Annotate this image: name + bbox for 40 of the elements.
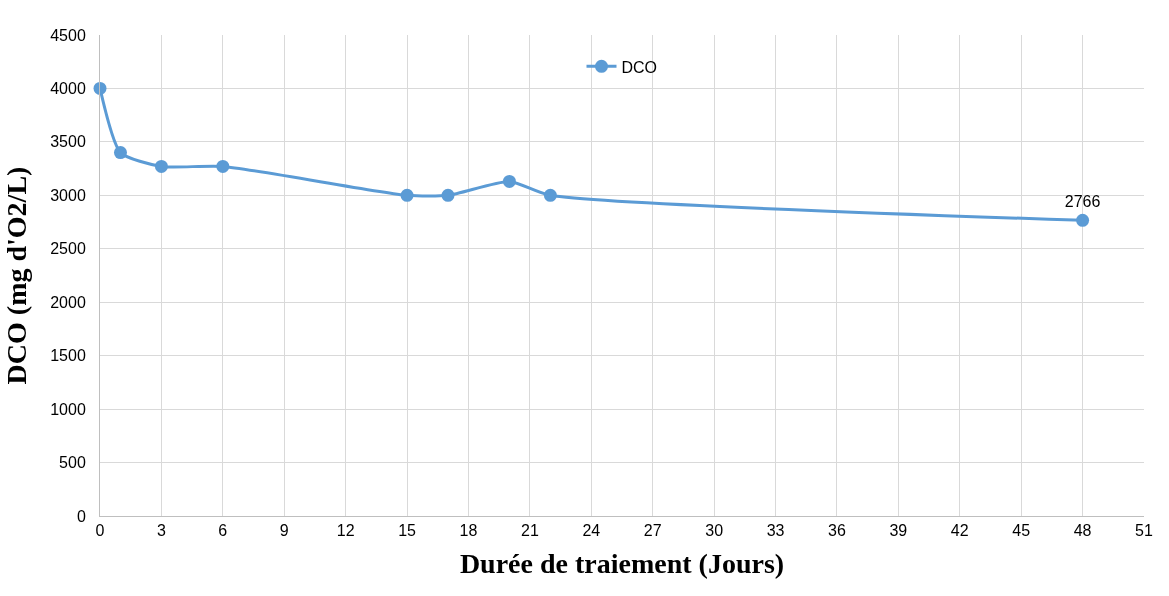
- y-tick-label: 3500: [50, 133, 86, 151]
- x-tick-label: 6: [218, 522, 228, 540]
- x-tick-label: 39: [889, 522, 908, 540]
- y-tick-label: 2000: [50, 293, 86, 311]
- point: [154, 159, 168, 173]
- x-tick-label: 21: [520, 522, 539, 540]
- point: [1076, 213, 1090, 227]
- y-tick-label: 0: [76, 507, 86, 525]
- point: [502, 174, 516, 188]
- point: [400, 188, 414, 202]
- x-tick-label: 48: [1073, 522, 1092, 540]
- y-tick-label: 1000: [50, 400, 86, 418]
- x-tick-label: 15: [398, 522, 417, 540]
- data-label: 2766: [1064, 193, 1101, 211]
- x-tick-label: 9: [279, 522, 289, 540]
- x-tick-label: 30: [705, 522, 724, 540]
- point: [543, 188, 557, 202]
- legend-label: DCO: [621, 58, 658, 76]
- y-tick-label: 4500: [50, 26, 86, 44]
- x-tick-label: 33: [766, 522, 785, 540]
- point: [216, 159, 230, 173]
- x-tick-label: 3: [156, 522, 166, 540]
- y-tick-label: 4000: [50, 80, 86, 98]
- point: [113, 146, 127, 160]
- y-tick-label: 500: [59, 454, 86, 472]
- y-tick-label: 1500: [50, 347, 86, 365]
- x-tick-label: 24: [582, 522, 601, 540]
- x-tick-label: 12: [336, 522, 355, 540]
- y-tick-label: 2500: [50, 240, 86, 258]
- y-tick-label: 3000: [50, 186, 86, 204]
- x-tick-label: 27: [643, 522, 662, 540]
- point: [441, 188, 455, 202]
- x-tick-label: 18: [459, 522, 478, 540]
- x-tick-label: 36: [828, 522, 846, 540]
- x-tick-label: 45: [1012, 522, 1031, 540]
- x-axis-title: Durée de traiement (Jours): [459, 548, 785, 580]
- x-tick-label: 0: [95, 522, 105, 540]
- x-tick-label: 51: [1135, 522, 1153, 540]
- x-tick-label: 42: [950, 522, 969, 540]
- y-axis-title: DCO (mg d'O2/L): [0, 166, 32, 385]
